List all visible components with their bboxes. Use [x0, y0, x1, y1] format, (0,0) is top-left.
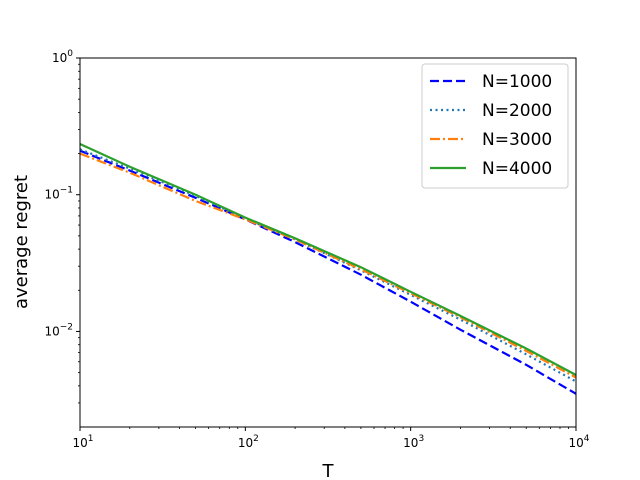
y-tick-label-2: 10−1	[44, 186, 73, 202]
series-line-1	[79, 149, 577, 395]
x-tick-label-4: 104	[568, 434, 589, 450]
legend-box	[421, 63, 569, 189]
plot-frame	[79, 57, 577, 428]
ticks-layer: 101 102 103 104 10−2 10−1 100	[44, 49, 589, 450]
series-line-2	[79, 148, 577, 383]
x-axis-label: T	[322, 461, 335, 480]
y-tick-label-3: 100	[52, 49, 73, 65]
x-tick-label-2: 102	[238, 434, 259, 450]
legend-label-3: N=3000	[482, 130, 552, 150]
legend-label-4: N=4000	[482, 159, 552, 179]
x-tick-label-1: 101	[72, 434, 93, 450]
series-layer	[79, 142, 577, 395]
series-line-4	[79, 142, 577, 376]
y-tick-label-1: 10−2	[44, 322, 73, 338]
legend: N=1000 N=2000 N=3000 N=4000	[421, 63, 569, 189]
legend-label-2: N=2000	[482, 101, 552, 121]
series-line-3	[79, 152, 577, 379]
x-tick-label-3: 103	[403, 434, 424, 450]
legend-label-1: N=1000	[482, 72, 552, 92]
y-axis-label: average regret	[11, 175, 32, 309]
